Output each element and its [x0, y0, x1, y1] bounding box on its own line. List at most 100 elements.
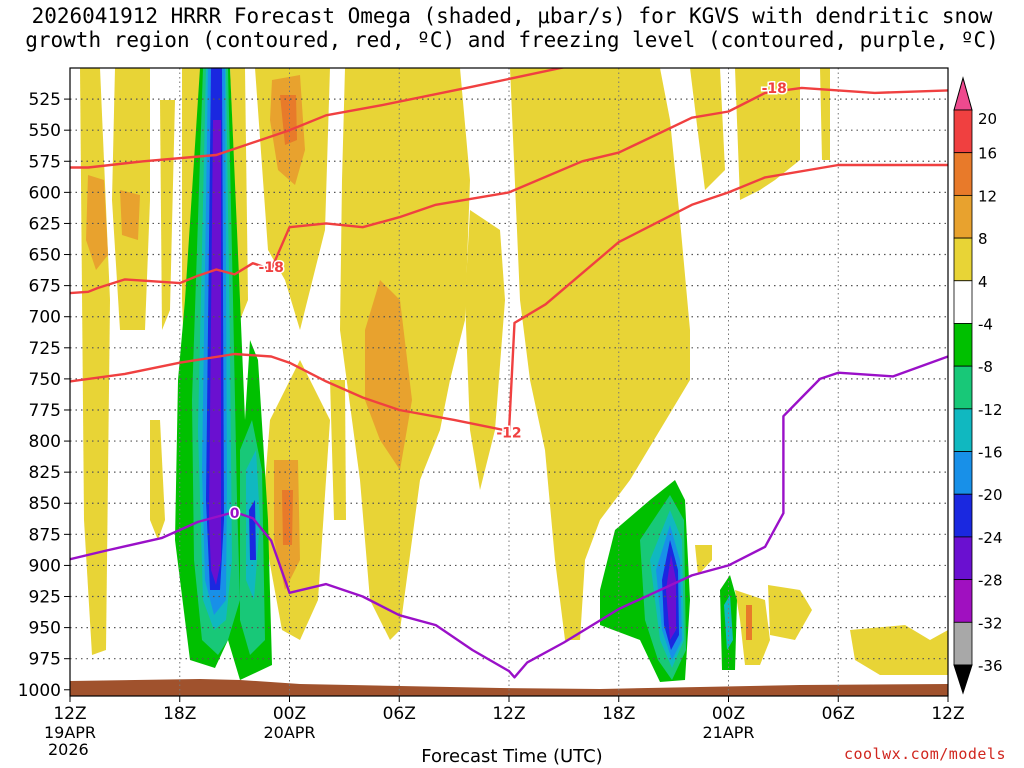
x-tick-label: 12Z: [931, 704, 964, 724]
colorbar-swatch: [953, 493, 973, 538]
x-axis-title: Forecast Time (UTC): [421, 746, 603, 767]
omega-positive-area: [160, 100, 175, 330]
y-tick-label: 850: [29, 494, 61, 514]
y-tick-label: 900: [29, 556, 61, 576]
y-axis: 525 550 575 600 625 650 675 700 725 750 775 800 825 8…: [18, 90, 70, 701]
colorbar: 20 16 12 8 4 -4 -8 -12 -16 -20 -24 -28 -32 -36: [953, 76, 1003, 695]
omega-positive-area: [820, 68, 830, 160]
chart-title: 2026041912 HRRR Forecast Omega (shaded, …: [0, 4, 1024, 52]
y-tick-label: 950: [29, 619, 61, 639]
y-tick-label: 550: [29, 121, 61, 141]
omega-positive-area: [80, 68, 110, 655]
colorbar-top-arrow: [953, 76, 973, 111]
x-tick-label: 18Z: [602, 704, 635, 724]
contour-line: [70, 68, 567, 169]
contour-line: [70, 86, 948, 295]
contour-label: -18: [762, 81, 787, 97]
x-tick-date-label: 21APR: [702, 723, 754, 742]
colorbar-bottom-arrow: [953, 664, 973, 695]
omega-shading: [70, 68, 948, 696]
omega-positive-area: [695, 545, 712, 575]
colorbar-swatch: [953, 109, 973, 154]
colorbar-label: -4: [978, 315, 993, 333]
colorbar-swatch: [953, 194, 973, 239]
contour-label: -18: [259, 260, 284, 276]
omega-strong-positive-area: [282, 490, 293, 545]
colorbar-label: -24: [978, 529, 1003, 547]
omega-positive-area: [610, 68, 645, 150]
colorbar-swatch: [953, 152, 973, 196]
omega-positive-area: [768, 585, 812, 640]
omega-negative-area: [249, 500, 256, 560]
colorbar-label: -8: [978, 358, 993, 376]
x-tick-label: 12Z: [492, 704, 525, 724]
colorbar-swatch: [953, 536, 973, 581]
y-tick-label: 800: [29, 432, 61, 452]
x-tick-label: 00Z: [712, 704, 745, 724]
omega-positive-area: [465, 210, 505, 490]
omega-strong-positive-area: [120, 190, 140, 240]
omega-positive-area: [690, 68, 725, 190]
colorbar-label: -28: [978, 572, 1003, 590]
title-line-1: 2026041912 HRRR Forecast Omega (shaded, …: [31, 4, 993, 28]
x-tick-label: 12Z: [53, 704, 86, 724]
omega-positive-area: [430, 140, 460, 300]
contour-label: -12: [496, 425, 521, 441]
colorbar-label: -20: [978, 486, 1003, 504]
colorbar-swatch: [953, 365, 973, 410]
y-tick-label: 975: [29, 650, 61, 670]
omega-positive-area: [330, 380, 346, 520]
y-tick-label: 775: [29, 401, 61, 421]
y-tick-label: 625: [29, 214, 61, 234]
x-tick-label: 06Z: [822, 704, 855, 724]
colorbar-label: -12: [978, 401, 1003, 419]
omega-strong-positive-area: [86, 175, 108, 270]
colorbar-label: -36: [978, 657, 1003, 675]
colorbar-label: 16: [978, 145, 997, 163]
x-tick-label: 00Z: [273, 704, 306, 724]
y-tick-label: 875: [29, 525, 61, 545]
y-tick-label: 700: [29, 308, 61, 328]
contour-line: [70, 163, 948, 433]
y-tick-label: 925: [29, 588, 61, 608]
omega-strong-positive-area: [746, 605, 752, 640]
y-tick-label: 600: [29, 183, 61, 203]
y-tick-label: 725: [29, 339, 61, 359]
y-tick-label: 1000: [18, 681, 61, 701]
colorbar-swatch: [953, 451, 973, 495]
contour-line: [70, 355, 948, 679]
colorbar-label: 4: [978, 273, 988, 291]
x-tick-date-label: 19APR: [44, 723, 96, 742]
colorbar-swatch: [953, 280, 973, 324]
contour-label: 0: [230, 506, 240, 522]
year-label: 2026: [48, 740, 89, 759]
y-tick-label: 525: [29, 90, 61, 110]
y-tick-label: 675: [29, 277, 61, 297]
colorbar-label: -16: [978, 444, 1003, 462]
y-tick-label: 825: [29, 463, 61, 483]
y-tick-label: 650: [29, 246, 61, 266]
colorbar-swatch: [953, 579, 973, 623]
omega-negative-area: [666, 555, 676, 640]
colorbar-swatch: [953, 621, 973, 666]
omega-strong-positive-area: [365, 280, 412, 470]
colorbar-swatch: [953, 408, 973, 452]
credit-link[interactable]: coolwx.com/models: [843, 745, 1006, 763]
contour-labels: -18 -18 -12 0: [228, 79, 788, 523]
colorbar-swatch: [953, 323, 973, 367]
colorbar-swatch: [953, 237, 973, 282]
x-tick-label: 18Z: [163, 704, 196, 724]
x-tick-date-label: 20APR: [263, 723, 315, 742]
y-tick-label: 575: [29, 152, 61, 172]
omega-negative-area: [209, 120, 221, 585]
grid: [70, 68, 948, 696]
colorbar-label: 12: [978, 187, 997, 205]
contours: [70, 68, 948, 679]
omega-positive-area: [150, 420, 165, 540]
omega-positive-area: [230, 68, 248, 320]
colorbar-label: 8: [978, 230, 988, 248]
omega-positive-area: [510, 68, 690, 640]
terrain: [70, 679, 948, 696]
